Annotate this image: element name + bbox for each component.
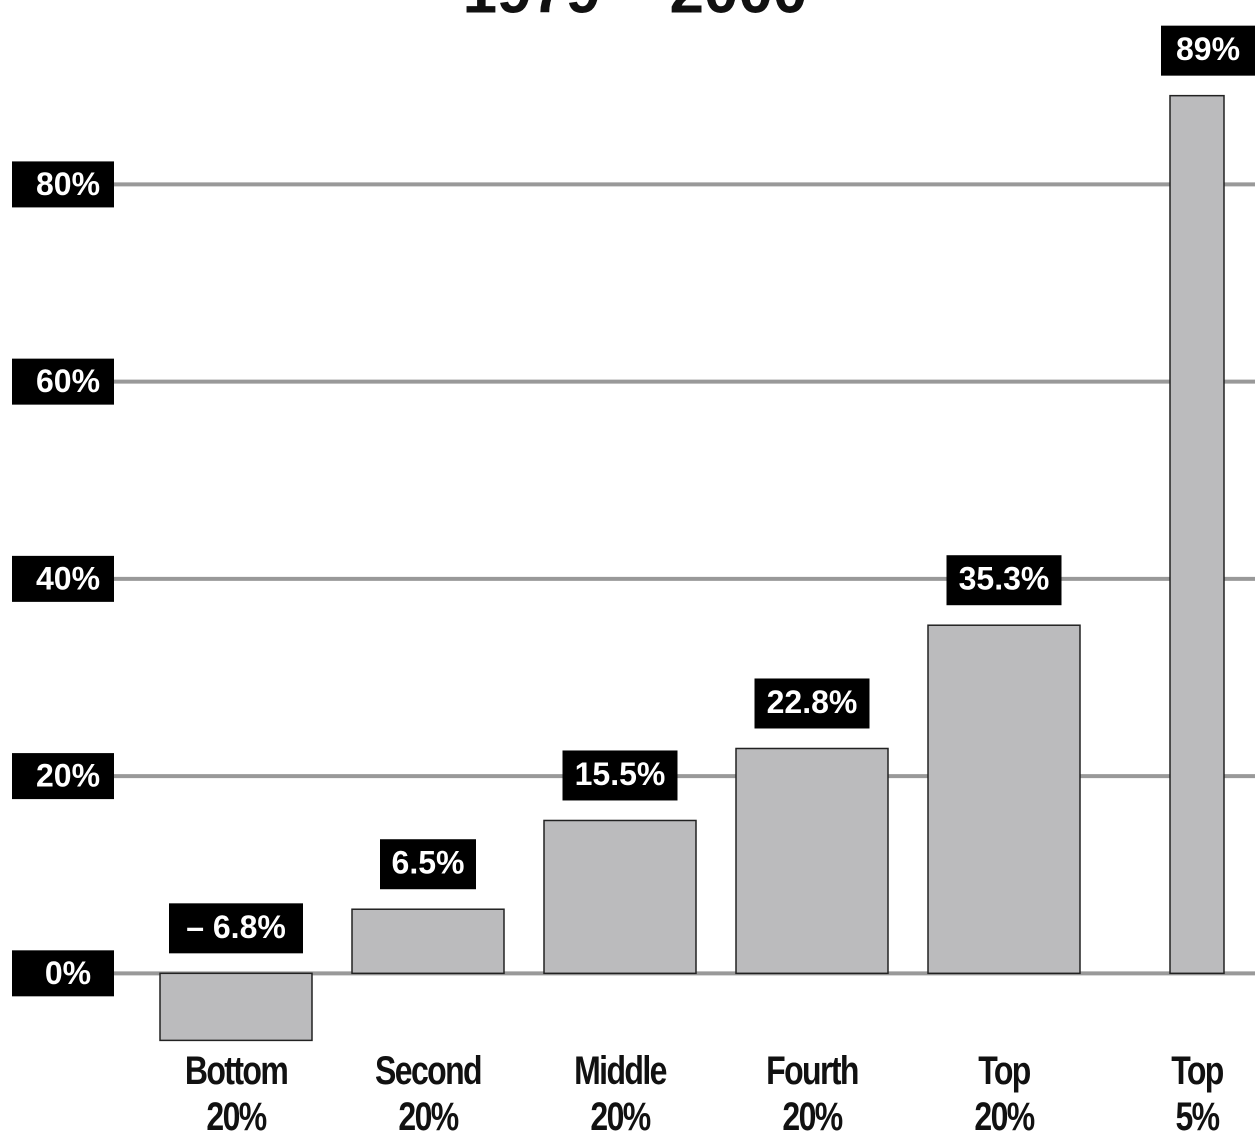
x-tick-label: Middle 20% xyxy=(574,1049,667,1139)
value-label: – 6.8% xyxy=(186,909,286,945)
value-label: 89% xyxy=(1176,31,1240,67)
value-label: 35.3% xyxy=(959,561,1050,597)
x-tick-label: Second 20% xyxy=(375,1049,483,1139)
bar xyxy=(543,819,697,975)
y-tick-box xyxy=(12,950,114,997)
y-tick-box xyxy=(12,555,114,602)
value-label-box xyxy=(754,678,870,729)
chart-title: 1979 – 2000 xyxy=(463,0,808,26)
bar xyxy=(351,908,505,975)
value-label-box xyxy=(1161,25,1255,76)
x-tick-label: Top 20% xyxy=(974,1049,1035,1139)
y-tick-label: 60% xyxy=(36,363,100,399)
value-label: 15.5% xyxy=(575,756,666,792)
y-tick-box xyxy=(12,753,114,800)
y-tick-label: 20% xyxy=(36,758,100,794)
value-label-box xyxy=(562,750,678,801)
value-label-box xyxy=(946,555,1062,606)
bar xyxy=(159,972,313,1042)
x-tick-label: Top 5% xyxy=(1171,1049,1224,1139)
bar xyxy=(927,624,1081,975)
bar xyxy=(1169,94,1225,975)
x-tick-label: Bottom 20% xyxy=(184,1049,289,1139)
y-tick-box xyxy=(12,358,114,405)
value-label-box xyxy=(169,903,303,954)
x-tick-label: Fourth 20% xyxy=(766,1049,859,1139)
y-tick-box xyxy=(12,161,114,208)
value-label-box xyxy=(380,839,476,890)
value-label: 22.8% xyxy=(767,684,858,720)
y-tick-label: 80% xyxy=(36,166,100,202)
value-label: 6.5% xyxy=(392,845,465,881)
bar xyxy=(735,747,889,975)
y-tick-label: 0% xyxy=(45,955,91,991)
y-tick-label: 40% xyxy=(36,560,100,596)
